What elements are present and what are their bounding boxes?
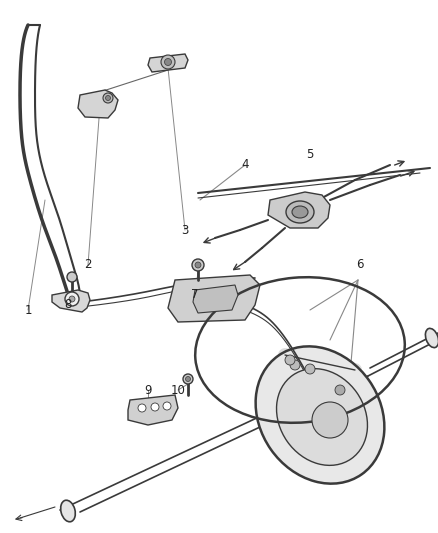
Circle shape xyxy=(195,262,201,268)
Circle shape xyxy=(285,355,295,365)
Circle shape xyxy=(163,402,171,410)
Text: 7: 7 xyxy=(191,288,199,302)
Polygon shape xyxy=(128,395,178,425)
Circle shape xyxy=(69,296,75,302)
Circle shape xyxy=(290,360,300,370)
Circle shape xyxy=(106,95,110,101)
Circle shape xyxy=(138,404,146,412)
Text: 10: 10 xyxy=(170,384,185,397)
Circle shape xyxy=(186,376,191,382)
Circle shape xyxy=(161,55,175,69)
Text: 9: 9 xyxy=(144,384,152,397)
Polygon shape xyxy=(168,275,260,322)
Circle shape xyxy=(151,403,159,411)
Circle shape xyxy=(305,364,315,374)
Text: 2: 2 xyxy=(84,259,92,271)
Circle shape xyxy=(192,259,204,271)
Text: 4: 4 xyxy=(241,158,249,172)
Ellipse shape xyxy=(292,206,308,218)
Polygon shape xyxy=(268,192,330,228)
Circle shape xyxy=(165,59,172,66)
Circle shape xyxy=(312,402,348,438)
Ellipse shape xyxy=(286,201,314,223)
Ellipse shape xyxy=(276,369,367,465)
Polygon shape xyxy=(193,285,238,313)
Ellipse shape xyxy=(425,328,438,348)
Text: 3: 3 xyxy=(181,223,189,237)
Circle shape xyxy=(183,374,193,384)
Text: 8: 8 xyxy=(64,298,72,311)
Circle shape xyxy=(65,292,79,306)
Polygon shape xyxy=(78,90,118,118)
Circle shape xyxy=(67,272,77,282)
Ellipse shape xyxy=(61,500,75,522)
Polygon shape xyxy=(148,54,188,72)
Circle shape xyxy=(103,93,113,103)
Polygon shape xyxy=(52,290,90,312)
Text: 6: 6 xyxy=(356,259,364,271)
Text: 5: 5 xyxy=(306,149,314,161)
Circle shape xyxy=(335,385,345,395)
Text: 1: 1 xyxy=(24,303,32,317)
Ellipse shape xyxy=(256,346,385,483)
